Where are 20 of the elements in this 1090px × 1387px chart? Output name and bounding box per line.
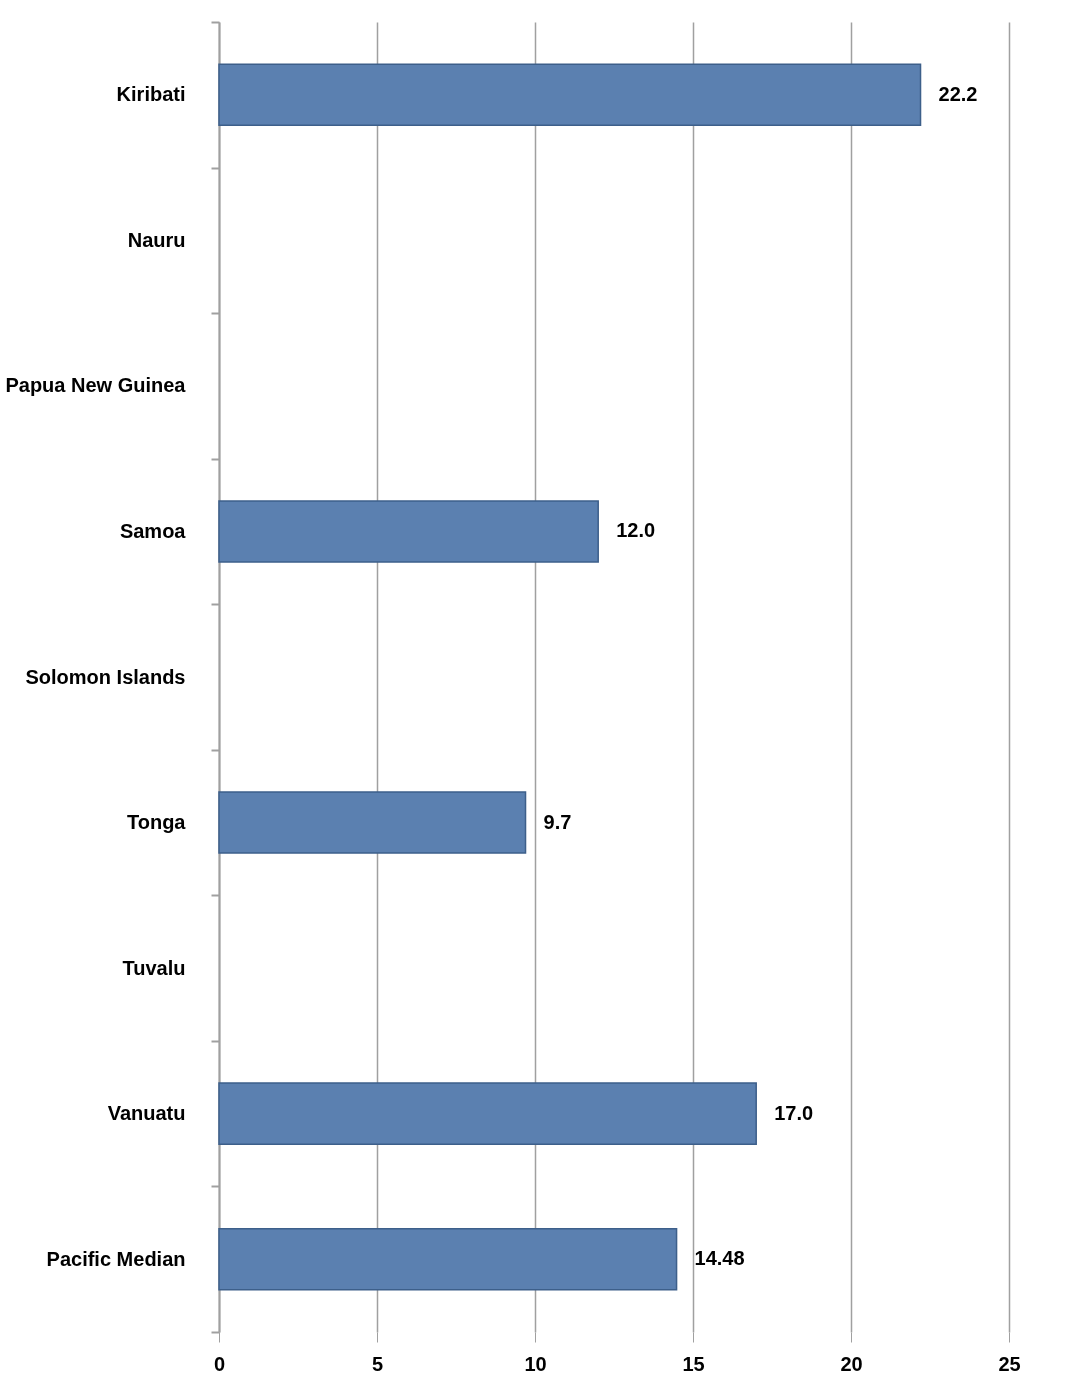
y-tick-label: Nauru [127,228,186,251]
x-tick-label: 10 [524,1352,547,1375]
y-tick-label: Tuvalu [122,956,186,979]
x-tick-label: 0 [213,1352,226,1375]
x-tick-label: 5 [371,1352,384,1375]
y-tick-label: Vanuatu [107,1102,186,1125]
data-label: 22.2 [938,82,978,105]
data-label: 9.7 [543,810,572,833]
data-label: 17.0 [774,1101,814,1124]
x-tick-label: 20 [840,1352,863,1375]
y-tick-label: Solomon Islands [25,665,186,688]
y-tick-label: Pacific Median [46,1247,186,1270]
x-tick-label: 15 [682,1352,705,1375]
data-label: 14.48 [694,1247,745,1270]
y-tick-label: Samoa [119,519,187,542]
x-tick-label: 25 [998,1352,1021,1375]
y-tick-label: Kiribati [116,83,186,106]
y-tick-label: Tonga [126,811,187,834]
data-label: 12.0 [616,519,656,542]
y-tick-label: Papua New Guinea [5,374,187,397]
